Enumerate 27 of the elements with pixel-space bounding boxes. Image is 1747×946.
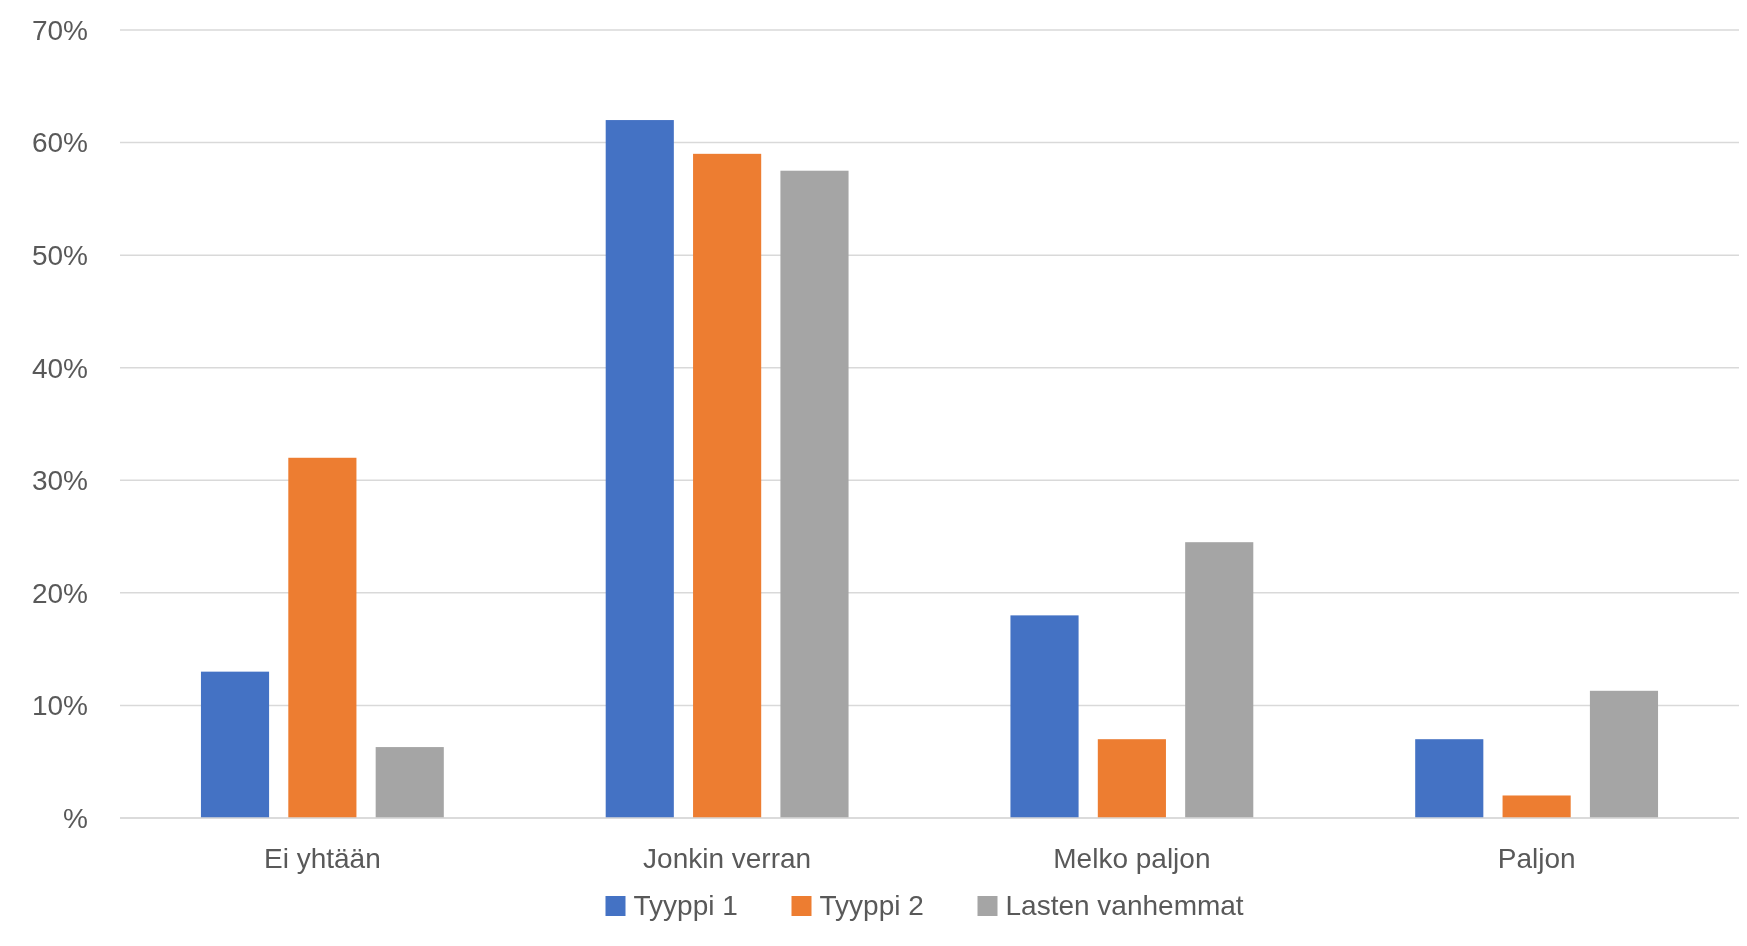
bar — [780, 170, 849, 818]
bar — [1502, 795, 1571, 818]
bar — [1010, 615, 1079, 818]
bar — [200, 671, 270, 818]
bar — [288, 457, 357, 818]
y-tick-label: 20% — [31, 577, 88, 609]
bar — [1415, 739, 1484, 818]
y-tick-label: 60% — [31, 127, 88, 159]
bar — [1185, 542, 1254, 818]
legend-label: Lasten vanhemmat — [1005, 890, 1244, 921]
y-tick-label: 50% — [31, 239, 88, 271]
bar — [693, 153, 762, 818]
legend-label: Tyyppi 2 — [819, 890, 924, 921]
bar — [605, 120, 674, 818]
x-tick-label: Melko paljon — [1053, 843, 1211, 874]
x-tick-label: Jonkin verran — [643, 843, 812, 874]
y-tick-label: % — [63, 802, 88, 834]
y-tick-label: 40% — [31, 352, 88, 384]
legend-label: Tyyppi 1 — [633, 890, 738, 921]
bar — [1589, 690, 1659, 818]
x-tick-label: Ei yhtään — [264, 843, 381, 874]
y-tick-label: 30% — [31, 465, 88, 497]
y-tick-label: 10% — [31, 690, 88, 722]
bar — [1097, 739, 1166, 818]
x-tick-label: Paljon — [1497, 843, 1576, 874]
y-tick-label: 70% — [31, 14, 88, 46]
bar — [375, 747, 444, 818]
